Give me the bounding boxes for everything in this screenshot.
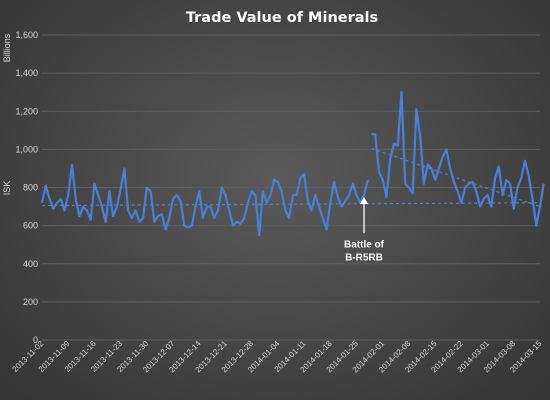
chart-title: Trade Value of Minerals xyxy=(186,10,378,26)
y-axis-ticks: 0 200 400 600 800 1,000 1,200 1,400 1,600 xyxy=(15,30,38,345)
trendline xyxy=(41,202,541,207)
annotation-arrow-head xyxy=(360,197,369,205)
annotations: Battle of B-R5RB xyxy=(344,197,385,263)
y-tick-label: 1,000 xyxy=(15,144,38,154)
y-tick-label: 0 xyxy=(33,335,38,345)
y-tick-label: 200 xyxy=(23,297,38,307)
series-lines xyxy=(40,91,545,237)
trendlines xyxy=(41,147,541,208)
y-tick-label: 1,600 xyxy=(15,30,38,40)
x-axis-ticks: 2013-11-022013-11-092013-11-162013-11-23… xyxy=(11,339,544,375)
series-line-segment xyxy=(371,91,545,227)
y-tick-label: 600 xyxy=(23,221,38,231)
y-axis-unit-label: Billions xyxy=(2,33,12,62)
annotation-text-line: B-R5RB xyxy=(345,252,383,263)
y-axis-title: ISK xyxy=(2,181,12,196)
y-tick-label: 1,200 xyxy=(15,106,38,116)
y-tick-label: 400 xyxy=(23,259,38,269)
series-line-segment xyxy=(40,163,369,237)
y-tick-label: 1,400 xyxy=(15,68,38,78)
y-tick-label: 800 xyxy=(23,183,38,193)
annotation-text-line: Battle of xyxy=(344,239,385,250)
